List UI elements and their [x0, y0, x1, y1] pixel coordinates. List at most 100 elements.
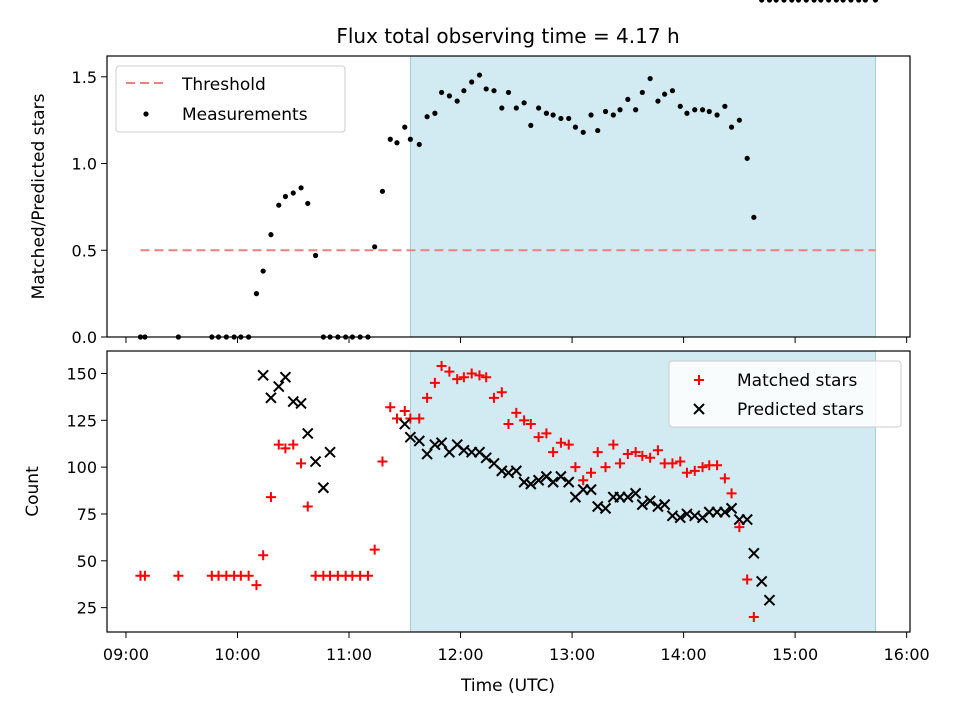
measurement-point [290, 190, 296, 196]
legend-predicted-swatch [693, 403, 705, 415]
matched-star-point [578, 475, 589, 486]
top-axes-frame [106, 55, 911, 338]
matched-star-point [139, 570, 150, 581]
matched-star-point [481, 372, 492, 383]
measurement-point [677, 103, 683, 109]
predicted-star-point [555, 470, 567, 483]
matched-star-point [652, 445, 663, 456]
matched-star-point [742, 574, 753, 585]
matched-star-point [503, 419, 514, 430]
y-tick-label: 1.0 [72, 155, 97, 174]
matched-star-point [288, 439, 299, 450]
matched-star-point [681, 467, 692, 478]
measurement-point [848, 0, 854, 3]
predicted-star-point [309, 455, 322, 468]
x-tick-label: 10:00 [214, 645, 260, 664]
observing-window-top [409, 55, 876, 338]
bottom-legend: Matched stars Predicted stars [668, 360, 902, 428]
matched-star-point [369, 544, 380, 555]
measurement-point [432, 110, 438, 116]
matched-star-point [541, 428, 552, 439]
measurement-point [536, 105, 542, 111]
measurement-point [789, 0, 795, 3]
measurement-point [543, 110, 550, 116]
matched-star-point [385, 402, 396, 413]
matched-star-point [391, 413, 402, 424]
measurement-point [699, 107, 706, 113]
measurement-point [580, 129, 586, 135]
measurement-point [276, 202, 282, 208]
legend-measurements-label: Measurements [182, 105, 308, 125]
measurement-point [461, 88, 467, 94]
matched-star-point [622, 449, 633, 460]
measurement-point [856, 0, 862, 3]
matched-star-point [615, 458, 626, 469]
matched-star-point [452, 374, 463, 385]
matched-star-point [458, 372, 469, 383]
measurement-point [372, 244, 378, 250]
predicted-star-point [585, 483, 597, 496]
matched-star-point [296, 458, 307, 469]
predicted-star-point [496, 465, 508, 477]
predicted-star-point [399, 418, 411, 430]
matched-star-point [422, 392, 433, 403]
matched-star-point [362, 570, 373, 581]
bottom-axes: 25 50 75 100 125 150 09:00 10:00 11:00 12:00 13:00… [23, 351, 930, 664]
measurement-point [818, 0, 824, 3]
predicted-star-point [658, 498, 671, 511]
x-tick-label: 15:00 [772, 645, 818, 664]
predicted-star-point [622, 491, 634, 503]
matched-star-point [667, 458, 678, 469]
predicted-star-point [748, 547, 760, 560]
legend-box [668, 360, 902, 428]
measurement-point [825, 0, 832, 3]
measurement-point [282, 193, 289, 200]
measurement-point [499, 105, 505, 111]
measurement-point [394, 140, 400, 146]
matched-star-point [251, 580, 262, 591]
predicted-star-point [317, 482, 330, 494]
legend-matched-label: Matched stars [737, 371, 857, 391]
measurement-point [260, 268, 266, 274]
measurement-point [662, 91, 668, 97]
matched-star-point [734, 522, 745, 533]
top-axes: 0.0 0.5 1.0 1.5 Matched/Predicted stars Thr… [29, 0, 911, 347]
predicted-star-point [547, 476, 559, 488]
y-tick-label: 1.5 [72, 68, 97, 87]
matched-star-point [592, 447, 603, 458]
matched-star-point [712, 460, 723, 471]
predicted-star-point [763, 594, 776, 606]
measurement-point [773, 0, 779, 3]
matched-star-point [444, 366, 455, 377]
matched-star-point [563, 439, 574, 450]
x-tick-label: 09:00 [103, 645, 149, 664]
matched-star-point [637, 450, 648, 461]
measurement-point [528, 122, 534, 128]
measurement-point [803, 0, 809, 3]
measurement-point [714, 112, 720, 118]
legend-box [115, 65, 346, 133]
measurement-point [669, 88, 676, 94]
matched-star-point [608, 439, 619, 450]
predicted-star-point [302, 427, 314, 440]
predicted-star-point [644, 495, 656, 507]
measurement-point [751, 214, 757, 220]
x-tick-label: 12:00 [437, 645, 483, 664]
y-tick-label: 0.0 [72, 328, 97, 347]
measurement-point [446, 93, 452, 99]
legend-measurements-swatch [143, 111, 149, 117]
x-tick-label: 13:00 [549, 645, 595, 664]
y-tick-label: 125 [66, 411, 97, 430]
matched-star-point [399, 405, 410, 416]
measurement-point [438, 89, 445, 96]
predicted-star-point [480, 452, 492, 464]
measurement-point [454, 98, 460, 104]
predicted-star-point [652, 500, 664, 513]
figure-title: Flux total observing time = 4.17 h [336, 24, 679, 48]
matched-star-point [697, 462, 708, 473]
matched-star-point [525, 419, 536, 430]
measurement-point [588, 112, 594, 118]
matched-star-point [258, 550, 269, 561]
matched-star-point [675, 456, 686, 467]
